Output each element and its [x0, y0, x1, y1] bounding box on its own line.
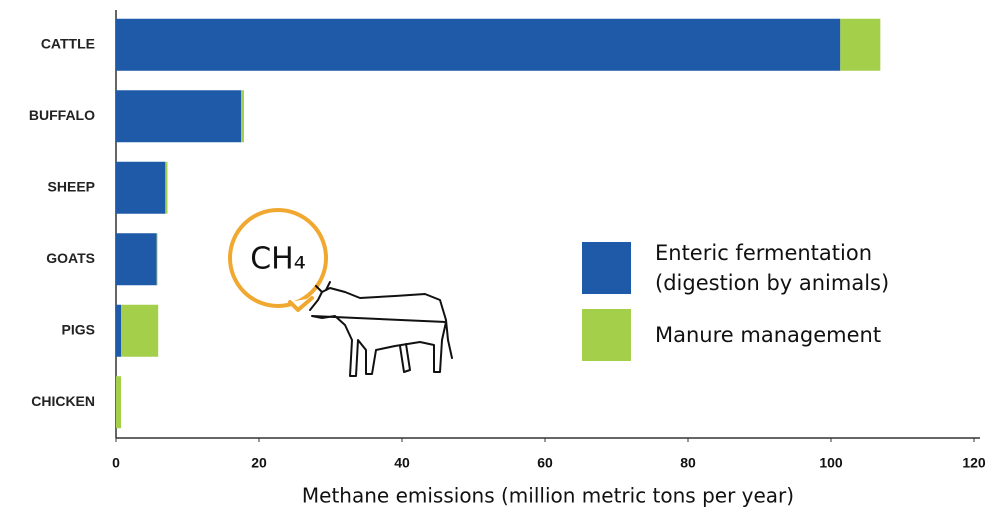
bar-segment: [116, 161, 166, 214]
bar-segment: [116, 18, 841, 71]
legend-item: Enteric fermentation (digestion by anima…: [582, 238, 955, 298]
y-tick-label: CATTLE: [41, 35, 95, 51]
x-tick-label: 20: [251, 455, 267, 471]
legend-label: Manure management: [655, 323, 882, 347]
legend-item: Manure management: [582, 309, 955, 361]
bar-segment: [116, 90, 242, 143]
x-tick-label: 0: [112, 455, 120, 471]
y-tick-label: CHICKEN: [31, 393, 95, 409]
annotation: CH₄: [250, 242, 306, 277]
legend-swatch: [582, 242, 631, 294]
bar-segment: [116, 233, 157, 286]
x-axis-label: Methane emissions (million metric tons p…: [302, 484, 794, 508]
legend-label: Enteric fermentation (digestion by anima…: [655, 241, 890, 295]
x-tick-label: 40: [394, 455, 410, 471]
bar-segment: [156, 233, 158, 286]
x-tick-label: 80: [680, 455, 696, 471]
x-tick-label: 120: [962, 455, 986, 471]
legend-swatch: [582, 309, 631, 361]
x-tick-label: 60: [537, 455, 553, 471]
y-tick-label: GOATS: [46, 250, 95, 266]
cow-icon: [228, 208, 453, 377]
y-tick-label: BUFFALO: [29, 107, 95, 123]
bar-segment: [116, 304, 122, 357]
bar-segment: [241, 90, 244, 143]
y-tick-label: PIGS: [62, 321, 95, 337]
bar-segment: [165, 161, 168, 214]
bar-segment: [121, 304, 159, 357]
y-tick-label: SHEEP: [48, 178, 95, 194]
x-tick-label: 100: [819, 455, 843, 471]
bar-segment: [840, 18, 881, 71]
bar-segment: [116, 376, 122, 429]
